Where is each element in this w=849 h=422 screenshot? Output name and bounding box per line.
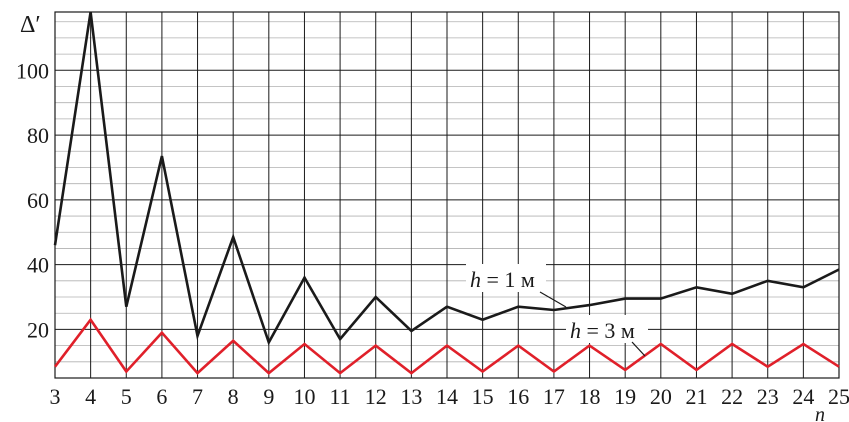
annotation-h3: h = 3 м [570,318,635,343]
annotation-h3-var: h [570,318,581,343]
grid [54,11,840,379]
y-tick-label: 80 [27,123,49,148]
x-tick-label: 4 [85,384,96,409]
x-tick-label: 23 [757,384,779,409]
x-tick-label: 14 [436,384,458,409]
annotation-h1: h = 1 м [470,267,535,292]
x-tick-label: 18 [579,384,601,409]
x-tick-label: 13 [400,384,422,409]
x-tick-label: 20 [650,384,672,409]
x-tick-label: 6 [156,384,167,409]
x-tick-label: 15 [472,384,494,409]
x-tick-label: 16 [507,384,529,409]
y-tick-label: 40 [27,253,49,278]
x-tick-label: 7 [192,384,203,409]
x-tick-label: 9 [263,384,274,409]
y-axis-label: Δ′ [20,12,41,38]
x-tick-label: 5 [121,384,132,409]
series-layer [53,11,840,375]
x-tick-label: 17 [543,384,565,409]
x-tick-label: 8 [228,384,239,409]
series-line-h1 [53,11,840,346]
x-tick-label: 19 [614,384,636,409]
x-tick-label: 24 [792,384,814,409]
x-axis-label: n [815,404,825,422]
tick-labels: 20 40 60 80 100 3 4 5 6 7 8 9 10 11 12 13 14 15 16 17 18 19 20… [16,58,849,409]
annotation-bg-h3 [566,315,648,343]
x-tick-label: 21 [685,384,707,409]
y-tick-label: 20 [27,317,49,342]
x-tick-label: 25 [828,384,849,409]
x-tick-label: 3 [50,384,61,409]
annotation-h3-leader [631,341,646,357]
series-line-h3 [53,317,840,375]
x-tick-label: 10 [293,384,315,409]
annotation-h3-rest: = 3 м [581,318,635,343]
x-tick-label: 22 [721,384,743,409]
plot-frame [54,11,840,379]
y-tick-label: 100 [16,58,49,83]
x-tick-label: 11 [329,384,350,409]
annotation-h1-var: h [470,267,481,292]
y-tick-label: 60 [27,188,49,213]
annotation-h1-leader [539,291,567,308]
annotation-h1-rest: = 1 м [481,267,535,292]
x-tick-label: 12 [365,384,387,409]
annotation-bg-h1 [466,264,546,292]
